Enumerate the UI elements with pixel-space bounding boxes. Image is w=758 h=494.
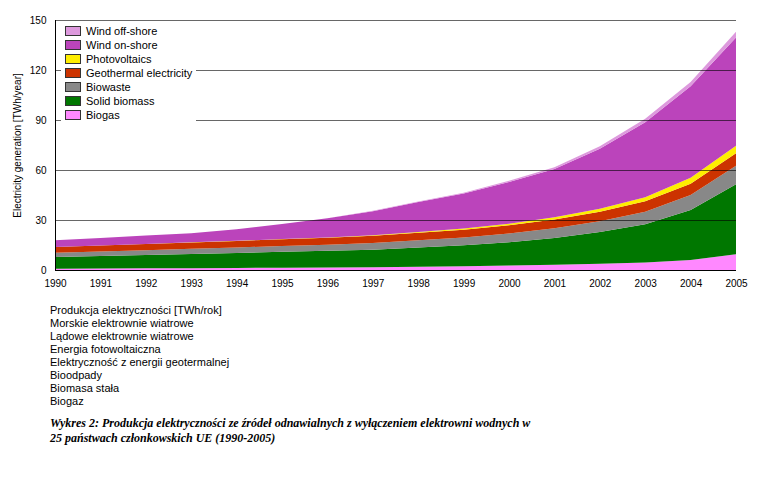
html-text:25 państwach członkowskich UE: 25 państwach członkowskich UE (1990-2005… <box>50 431 276 445</box>
svg-text:1998: 1998 <box>408 278 431 289</box>
svg-text:30: 30 <box>35 215 47 226</box>
svg-text:2005: 2005 <box>725 278 748 289</box>
html-text:Solid biomass: Solid biomass <box>86 95 155 107</box>
svg-text:90: 90 <box>35 115 47 126</box>
svg-text:1999: 1999 <box>453 278 476 289</box>
svg-text:60: 60 <box>35 165 47 176</box>
html-text:Geothermal electricity: Geothermal electricity <box>86 67 193 79</box>
html-text:Photovoltaics: Photovoltaics <box>86 53 152 65</box>
svg-text:120: 120 <box>30 65 47 76</box>
svg-text:2001: 2001 <box>544 278 567 289</box>
html-text:Biogas: Biogas <box>86 109 120 121</box>
svg-text:1993: 1993 <box>181 278 204 289</box>
html-text:Bioodpady: Bioodpady <box>50 369 102 381</box>
svg-text:1992: 1992 <box>135 278 158 289</box>
svg-text:1991: 1991 <box>90 278 113 289</box>
html-text:Energia fotowoltaiczna: Energia fotowoltaiczna <box>50 343 161 355</box>
svg-text:2004: 2004 <box>680 278 703 289</box>
svg-text:1997: 1997 <box>362 278 385 289</box>
svg-text:2002: 2002 <box>589 278 612 289</box>
svg-text:0: 0 <box>41 265 47 276</box>
html-text:Wind on-shore: Wind on-shore <box>86 39 158 51</box>
html-text:Wykres 2: Produkcja elektryczn: Wykres 2: Produkcja elektryczności ze źr… <box>50 416 531 430</box>
html-text:Lądowe elektrownie wiatrowe: Lądowe elektrownie wiatrowe <box>50 330 194 342</box>
svg-text:2003: 2003 <box>635 278 658 289</box>
html-text:Elektryczność z energii geoter: Elektryczność z energii geotermalnej <box>50 356 230 368</box>
svg-text:1990: 1990 <box>44 278 67 289</box>
html-text:Biomasa stała: Biomasa stała <box>50 382 120 394</box>
svg-text:Electricity generation [TWh/ye: Electricity generation [TWh/year] <box>12 73 23 218</box>
html-text:Wind off-shore: Wind off-shore <box>86 25 158 37</box>
html-text:Morskie elektrownie wiatrowe: Morskie elektrownie wiatrowe <box>50 317 194 329</box>
html-text:Produkcja elektryczności [TWh/: Produkcja elektryczności [TWh/rok] <box>50 304 222 316</box>
svg-text:1996: 1996 <box>317 278 340 289</box>
svg-text:2000: 2000 <box>498 278 521 289</box>
svg-text:1994: 1994 <box>226 278 249 289</box>
html-text:Biowaste: Biowaste <box>86 81 131 93</box>
html-text:Biogaz: Biogaz <box>50 395 84 407</box>
svg-text:1995: 1995 <box>271 278 294 289</box>
svg-text:150: 150 <box>30 15 47 26</box>
